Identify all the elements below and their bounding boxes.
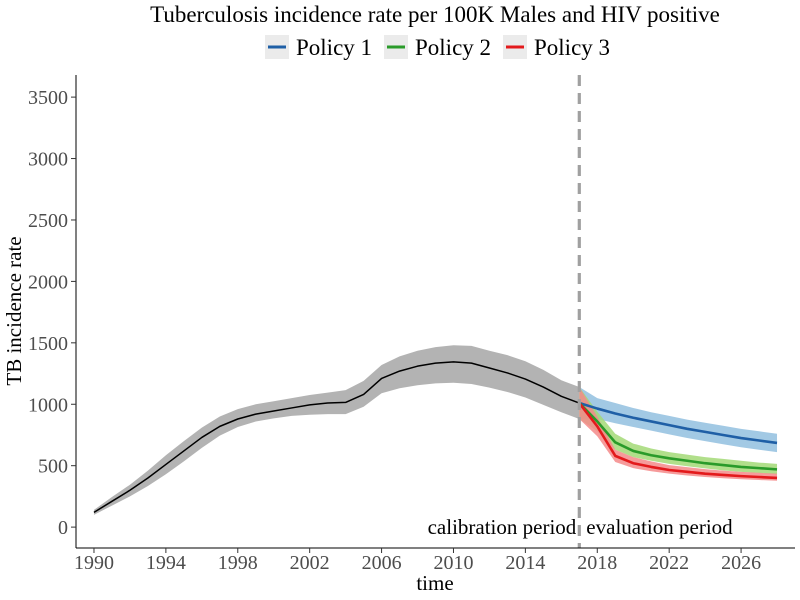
x-axis-title: time [416,571,453,595]
legend-label-policy-2: Policy 2 [415,35,491,60]
y-tick-label: 0 [58,517,68,539]
annotation-evaluation: evaluation period [586,515,733,539]
legend-item-policy-1: Policy 1 [265,35,372,60]
x-tick-label: 2002 [290,552,330,574]
line-policy2 [578,402,778,471]
y-axis-title: TB incidence rate [2,236,26,385]
y-tick-label: 2000 [28,271,68,293]
plot-area: calibration period evaluation period 0 500 1… [28,75,795,574]
legend: Policy 1 Policy 2 Policy 3 [265,35,610,60]
legend-item-policy-3: Policy 3 [503,35,610,60]
legend-item-policy-2: Policy 2 [384,35,491,60]
y-tick-label: 3500 [28,87,68,109]
x-tick-label: 2022 [649,552,689,574]
y-tick-label: 1000 [28,394,68,416]
x-tick-label: 1998 [218,552,258,574]
band-policy3 [579,387,778,481]
x-tick-label: 2018 [577,552,617,574]
x-tick-label: 2010 [433,552,473,574]
chart-title: Tuberculosis incidence rate per 100K Mal… [150,2,720,27]
line-policy3 [578,402,778,480]
line-policy1 [578,401,778,445]
line-calibration [93,361,580,514]
x-tick-label: 2006 [362,552,402,574]
x-tick-label: 2026 [721,552,761,574]
y-tick-label: 2500 [28,210,68,232]
x-tick-label: 1990 [74,552,114,574]
band-policy2 [579,387,778,475]
annotation-calibration: calibration period [428,515,577,539]
y-tick-label: 1500 [28,333,68,355]
y-tick-label: 3000 [28,149,68,171]
band-calibration [93,345,580,515]
legend-label-policy-1: Policy 1 [296,35,372,60]
x-tick-label: 2014 [505,552,545,574]
x-tick-label: 1994 [146,552,186,574]
legend-label-policy-3: Policy 3 [534,35,610,60]
y-tick-label: 500 [38,456,68,478]
